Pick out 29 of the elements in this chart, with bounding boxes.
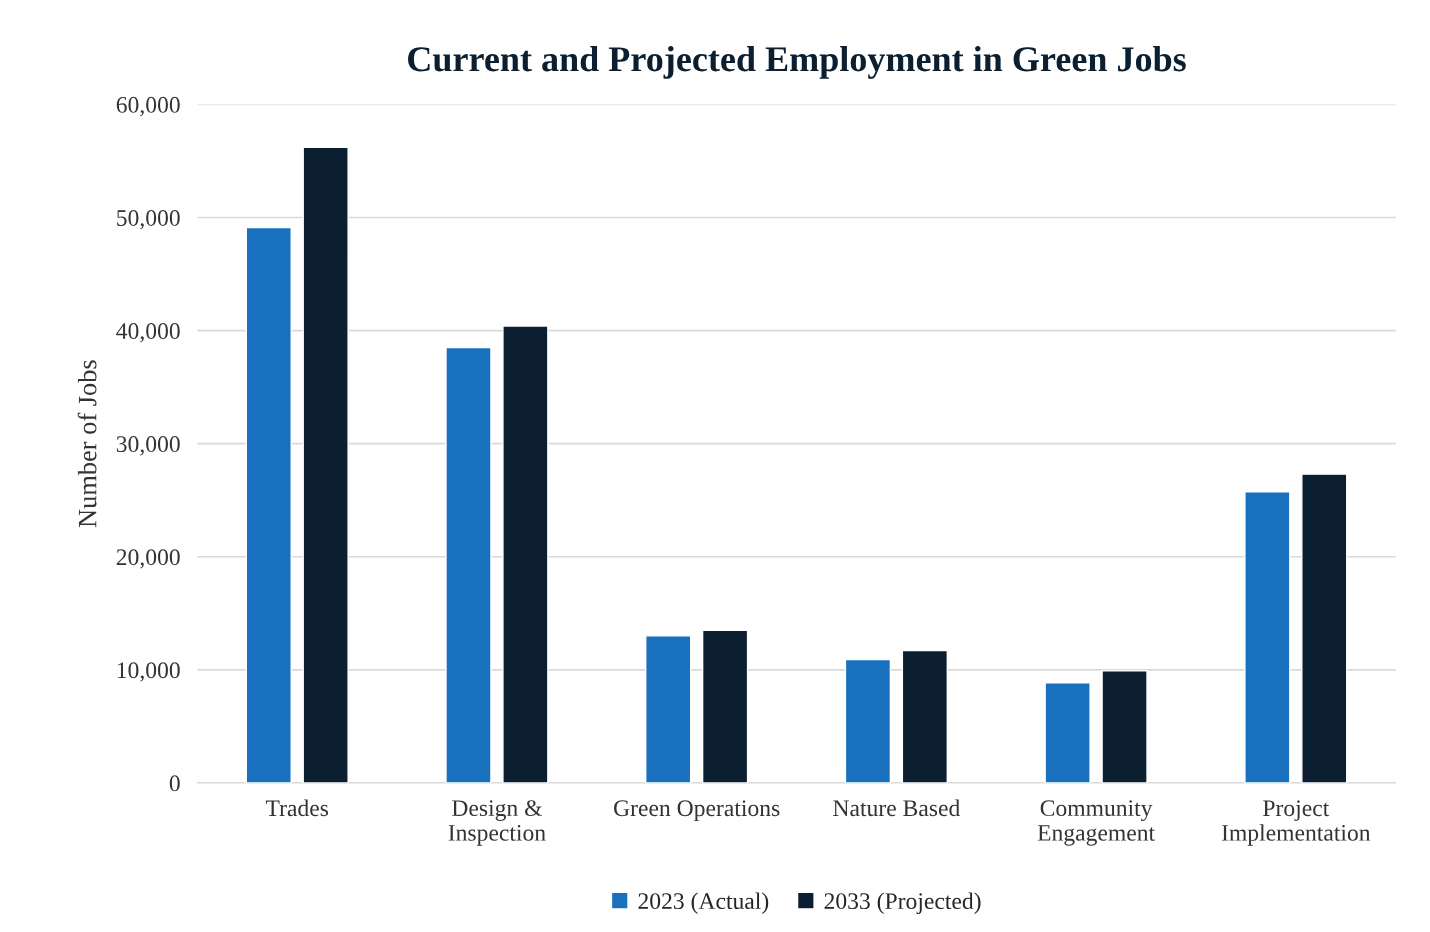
y-tick-label: 20,000 — [116, 549, 180, 569]
legend-label: 2023 (Actual) — [638, 892, 769, 914]
x-tick-label: Trades — [265, 799, 329, 817]
bar — [445, 346, 492, 783]
x-tick-label: Green Operations — [614, 800, 780, 821]
x-tick-label: Project Implementation — [1221, 800, 1371, 846]
bar — [502, 325, 549, 783]
chart-title: Current and Projected Employment in Green Jobs — [408, 45, 1186, 79]
bar — [245, 226, 292, 783]
bar — [1301, 473, 1348, 783]
y-tick-label: 60,000 — [116, 96, 180, 117]
x-tick-label: Community Engagement — [1037, 800, 1155, 846]
y-tick-label: 40,000 — [116, 323, 180, 343]
x-tick-label: Nature Based — [833, 799, 960, 817]
bar — [1244, 490, 1291, 783]
bar — [302, 146, 349, 783]
bar — [1044, 682, 1091, 783]
bar — [901, 649, 948, 783]
x-tick-label: Design & Inspection — [448, 800, 546, 846]
y-tick-label: 0 — [169, 775, 180, 792]
bar — [645, 635, 692, 783]
bar — [1101, 670, 1148, 783]
y-tick-label: 10,000 — [117, 662, 180, 682]
bar — [844, 658, 892, 783]
legend-label: 2033 (Projected) — [824, 892, 981, 914]
y-axis-title: Number of Jobs — [77, 360, 97, 528]
y-tick-label: 30,000 — [116, 436, 180, 456]
bar — [701, 629, 749, 783]
y-tick-label: 50,000 — [117, 209, 180, 230]
